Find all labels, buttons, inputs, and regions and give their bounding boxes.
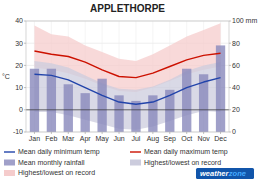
tick — [229, 65, 231, 66]
tick-label: -10 — [13, 128, 23, 135]
bar — [64, 84, 73, 132]
tick — [24, 132, 26, 133]
tick — [135, 132, 136, 134]
tick — [68, 132, 69, 134]
bar — [97, 79, 106, 132]
tick-label: 80 — [232, 40, 240, 47]
legend-label: Mean daily minimum temp — [18, 148, 100, 156]
legend-label: Mean daily maximum temp — [144, 148, 228, 156]
axes: -10 0 10 20 30 40 °C 0 20 40 60 80 100 mm Jan Feb Mar Ap… — [2, 17, 257, 143]
grid-line — [26, 109, 229, 110]
tick-label: Feb — [45, 135, 57, 142]
badge-background — [196, 168, 254, 179]
badge: weatherzone — [196, 168, 254, 179]
plot-data — [26, 23, 229, 132]
tick — [24, 109, 26, 110]
tick-label: 40 — [15, 17, 23, 24]
grid — [26, 21, 229, 132]
plot-frame — [26, 21, 229, 132]
tick — [229, 132, 231, 133]
bar — [216, 45, 225, 132]
tick — [102, 132, 103, 134]
bar — [182, 69, 191, 132]
zero-line — [26, 109, 229, 110]
axis-label: °C — [2, 73, 10, 80]
chart: APPLETHORPE -10 0 10 20 30 40 °C 0 20 40 60 80 100 mm… — [0, 0, 259, 194]
bar — [30, 69, 39, 132]
tick-label: Apr — [80, 135, 92, 143]
tick-label: Jul — [131, 135, 140, 142]
tick-label: Nov — [197, 135, 210, 142]
tick — [152, 132, 153, 134]
legend-handle — [130, 160, 141, 166]
record-band — [34, 61, 220, 130]
tick — [24, 21, 26, 22]
title: APPLETHORPE — [90, 3, 165, 14]
bar — [131, 101, 140, 132]
tick — [203, 132, 204, 134]
tick — [186, 132, 187, 134]
tick-label: Sep — [164, 135, 177, 143]
legend-label: Highest/lowest on record — [18, 169, 95, 177]
annotation: zone — [228, 169, 246, 178]
tick-label: 10 — [15, 84, 23, 91]
tick — [34, 132, 35, 134]
tick-label: 30 — [15, 40, 23, 47]
tick — [220, 132, 221, 134]
line — [34, 74, 220, 104]
tick — [119, 132, 120, 134]
tick-label: 40 — [232, 84, 240, 91]
legend-handle — [4, 170, 15, 176]
legend-label: Mean monthly rainfall — [18, 159, 85, 167]
tick — [229, 21, 231, 22]
tick-label: 20 — [232, 106, 240, 113]
annotation: weather — [200, 169, 229, 178]
tick — [229, 87, 231, 88]
tick-label: May — [96, 135, 110, 143]
tick-label: Mar — [62, 135, 75, 142]
tick-label: Jan — [29, 135, 40, 142]
tick-label: Jun — [113, 135, 124, 142]
tick-label: 0 — [232, 128, 236, 135]
legend-handle — [130, 151, 141, 152]
bar — [47, 69, 56, 132]
tick — [51, 132, 52, 134]
bar — [81, 93, 90, 132]
tick — [24, 43, 26, 44]
tick-label: 100 mm — [232, 17, 257, 24]
tick-label: Oct — [181, 135, 192, 142]
tick-label: 20 — [15, 62, 23, 69]
tick — [24, 65, 26, 66]
tick — [229, 43, 231, 44]
tick — [24, 87, 26, 88]
legend: Mean daily minimum temp Mean daily maximu… — [4, 148, 228, 177]
tick — [169, 132, 170, 134]
tick-label: Dec — [214, 135, 227, 142]
tick-label: 60 — [232, 62, 240, 69]
legend-handle — [4, 151, 15, 152]
tick-label: 0 — [19, 106, 23, 113]
legend-handle — [4, 160, 15, 166]
tick — [85, 132, 86, 134]
tick — [229, 109, 231, 110]
line — [34, 51, 220, 78]
legend-label: Highest/lowest on record — [144, 159, 221, 167]
tick-label: Aug — [147, 135, 160, 143]
